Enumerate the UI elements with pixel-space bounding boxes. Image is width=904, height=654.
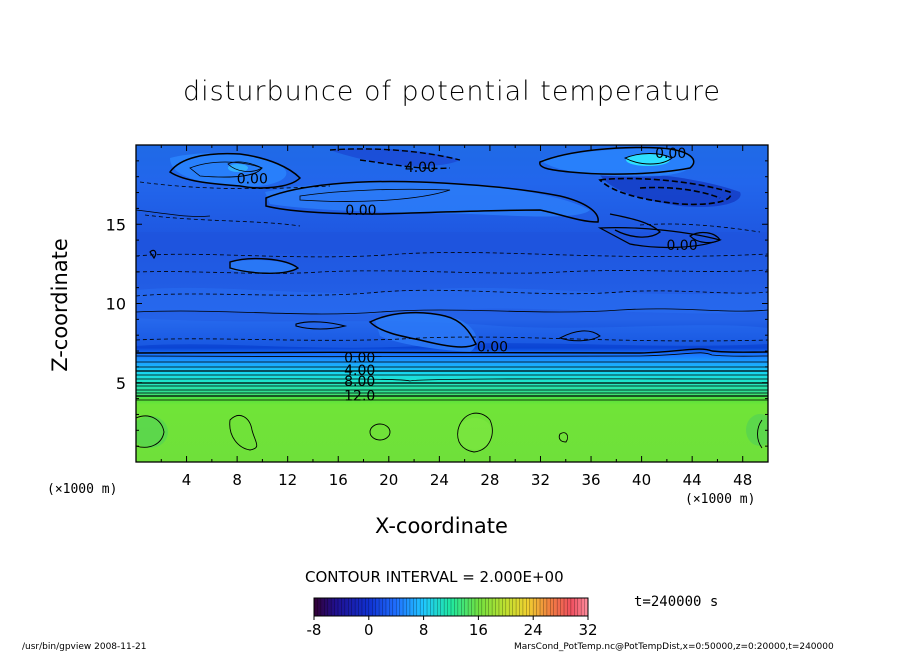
warm-anomaly-patch (170, 153, 287, 187)
lower-patch (746, 414, 768, 446)
y-axis: 5 10 15 (106, 160, 768, 447)
colorbar-tick-label: 24 (524, 621, 543, 639)
x-tick-label: 16 (329, 471, 348, 489)
lower-patch (136, 416, 168, 448)
contour-label: 4.00 (405, 160, 436, 176)
x-unit-label-right: (×1000 m) (685, 492, 756, 507)
x-tick-label: 24 (430, 471, 449, 489)
colorbar-ticks: -8 0 8 16 24 32 (307, 616, 598, 639)
y-tick-label: 10 (106, 295, 126, 314)
x-tick-label: 12 (278, 471, 297, 489)
lower-patch (457, 418, 493, 450)
x-tick-label: 44 (683, 471, 702, 489)
lower-contours (136, 412, 763, 453)
contour-label: 0.00 (655, 146, 686, 162)
y-tick-label: 15 (106, 215, 126, 234)
x-tick-label: 4 (182, 471, 192, 489)
stratified-contours (136, 348, 768, 401)
y-axis-label: Z-coordinate (48, 238, 72, 372)
contour-label: 4.00 (344, 363, 375, 379)
texture-band (136, 287, 768, 315)
x-tick-label: 48 (733, 471, 752, 489)
footer-left: /usr/bin/gpview 2008-11-21 (22, 642, 147, 652)
warm-anomaly-patch (230, 260, 300, 275)
x-tick-label: 36 (581, 471, 600, 489)
x-axis: 4 8 12 16 20 24 28 32 36 40 44 48 (160, 145, 752, 489)
footer-right: MarsCond_PotTemp.nc@PotTempDist,x=0:5000… (514, 642, 834, 652)
colorbar-tick-label: 8 (419, 621, 429, 639)
colorbar-divisions (313, 598, 589, 616)
chart-title: disturbunce of potential temperature (183, 76, 721, 107)
contour-label: 0.00 (237, 171, 268, 187)
contour-label: 12.0 (344, 388, 375, 404)
warm-core (228, 164, 248, 172)
contour-label: 0.00 (477, 339, 508, 355)
x-unit-label-left: (×1000 m) (47, 482, 118, 497)
x-tick-label: 32 (531, 471, 550, 489)
x-tick-label: 40 (632, 471, 651, 489)
colorbar-tick-label: 16 (469, 621, 488, 639)
cold-anomaly-patch (600, 173, 741, 208)
contour-label: 0.00 (344, 350, 375, 366)
texture-band (136, 318, 768, 348)
contour-label: 8.00 (344, 374, 375, 390)
x-axis-label: X-coordinate (375, 514, 508, 538)
colorbar-tick-label: -8 (307, 621, 322, 639)
x-tick-label: 20 (379, 471, 398, 489)
contour-interval-label: CONTOUR INTERVAL = 2.000E+00 (305, 568, 564, 586)
contour-label: 0.00 (666, 238, 697, 254)
x-tick-label: 8 (232, 471, 242, 489)
colorbar-tick-label: 0 (364, 621, 374, 639)
cold-anomaly-patch (330, 148, 460, 166)
colorbar-tick-label: 32 (578, 621, 597, 639)
y-tick-label: 5 (116, 374, 126, 393)
disturbance-contours (136, 146, 768, 348)
warm-anomaly-patch (265, 182, 590, 217)
cold-band (136, 232, 768, 254)
contour-label: 0.00 (345, 203, 376, 219)
x-tick-label: 28 (480, 471, 499, 489)
time-label: t=240000 s (634, 594, 719, 610)
warm-anomaly-patch (375, 313, 477, 352)
